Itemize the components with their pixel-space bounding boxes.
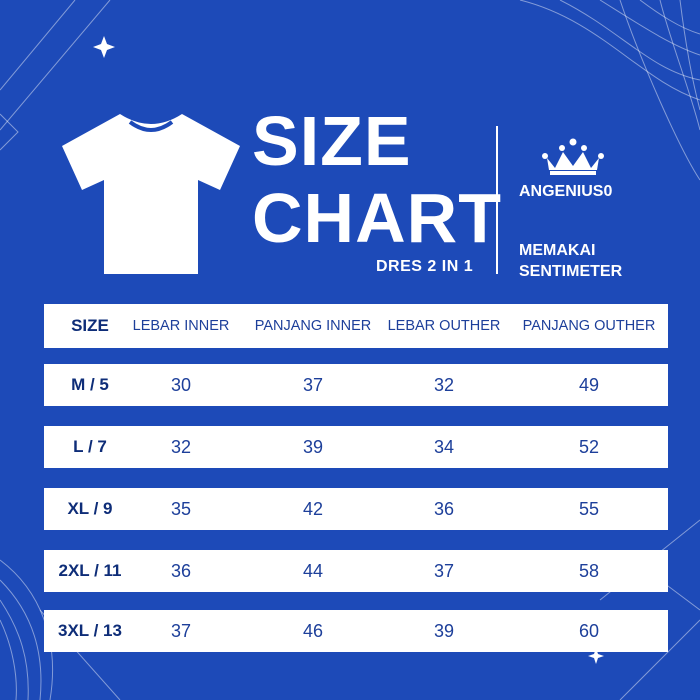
header-size: SIZE [71,316,109,335]
header-panjang-inner: PANJANG INNER [254,318,372,334]
crown-icon [542,138,604,175]
size-cell: XL / 9 [67,499,113,518]
panjang-inner-cell: 37 [302,374,324,395]
table-row: 3XL / 13 37 46 39 60 [44,610,668,652]
panjang-outher-cell: 58 [578,560,600,581]
tshirt-icon [62,114,240,274]
lebar-inner-cell: 36 [170,560,192,581]
subtitle: DRES 2 IN 1 [376,258,474,275]
lebar-inner-cell: 30 [170,374,192,395]
size-cell: 3XL / 13 [58,621,122,640]
table-row: L / 7 32 39 34 52 [44,426,668,468]
lebar-outher-cell: 39 [433,620,455,641]
panjang-inner-cell: 46 [302,620,324,641]
lebar-outher-cell: 36 [433,498,455,519]
panjang-outher-cell: 55 [578,498,600,519]
header-lebar-inner: LEBAR INNER [132,318,230,334]
panjang-inner-cell: 44 [302,560,324,581]
size-cell: 2XL / 11 [58,561,122,580]
lebar-inner-cell: 35 [170,498,192,519]
lebar-outher-cell: 37 [433,560,455,581]
panjang-outher-cell: 49 [578,374,600,395]
panjang-inner-cell: 39 [302,436,324,457]
header-lebar-outher: LEBAR OUTHER [387,318,501,334]
lebar-outher-cell: 34 [433,436,455,457]
size-cell: M / 5 [71,375,109,394]
table-row: M / 5 30 37 32 49 [44,364,668,406]
title-line-2: CHART [252,179,502,257]
table-row: 2XL / 11 36 44 37 58 [44,550,668,592]
lebar-inner-cell: 32 [170,436,192,457]
table-header: SIZE LEBAR INNER PANJANG INNER LEBAR OUT… [44,304,668,348]
header-panjang-outher: PANJANG OUTHER [522,318,656,334]
lebar-outher-cell: 32 [433,374,455,395]
divider [496,126,498,274]
title-line-1: SIZE [252,102,412,180]
table-row: XL / 9 35 42 36 55 [44,488,668,530]
brand-name: ANGENIUS0 [519,183,613,200]
lebar-inner-cell: 37 [170,620,192,641]
unit-note: MEMAKAI SENTIMETER [519,242,623,280]
panjang-outher-cell: 52 [578,436,600,457]
size-cell: L / 7 [73,437,107,456]
panjang-inner-cell: 42 [302,498,324,519]
panjang-outher-cell: 60 [578,620,600,641]
sparkle-icon [93,36,115,58]
